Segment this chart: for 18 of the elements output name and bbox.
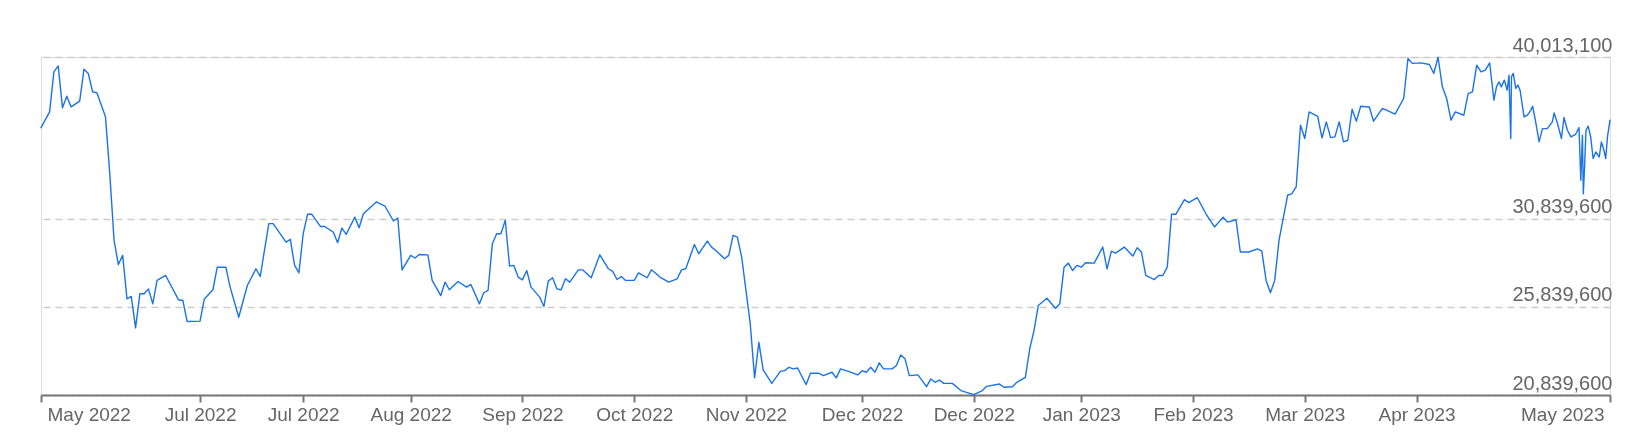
x-tick-label: Jul 2022 xyxy=(164,403,237,425)
x-tick-label: Apr 2023 xyxy=(1378,403,1456,425)
x-tick-label: Jan 2023 xyxy=(1042,403,1121,425)
y-tick-label: 30,839,600 xyxy=(1512,195,1613,218)
x-tick-label: Dec 2022 xyxy=(933,403,1015,425)
x-tick-label: Oct 2022 xyxy=(596,403,674,425)
x-tick-label: Aug 2022 xyxy=(370,403,452,425)
x-tick-label: Sep 2022 xyxy=(482,403,564,425)
x-tick-label: Feb 2023 xyxy=(1153,403,1234,425)
y-tick-label: 25,839,600 xyxy=(1512,283,1613,306)
x-tick-label: May 2022 xyxy=(47,403,131,425)
x-tick-label: Jul 2022 xyxy=(267,403,340,425)
y-tick-label: 20,839,600 xyxy=(1512,371,1613,394)
y-tick-label: 40,013,100 xyxy=(1512,33,1613,56)
x-tick-label: Mar 2023 xyxy=(1265,403,1346,425)
x-tick-label: May 2023 xyxy=(1521,403,1605,425)
x-tick-label: Nov 2022 xyxy=(705,403,788,425)
x-tick-label: Dec 2022 xyxy=(821,403,904,425)
